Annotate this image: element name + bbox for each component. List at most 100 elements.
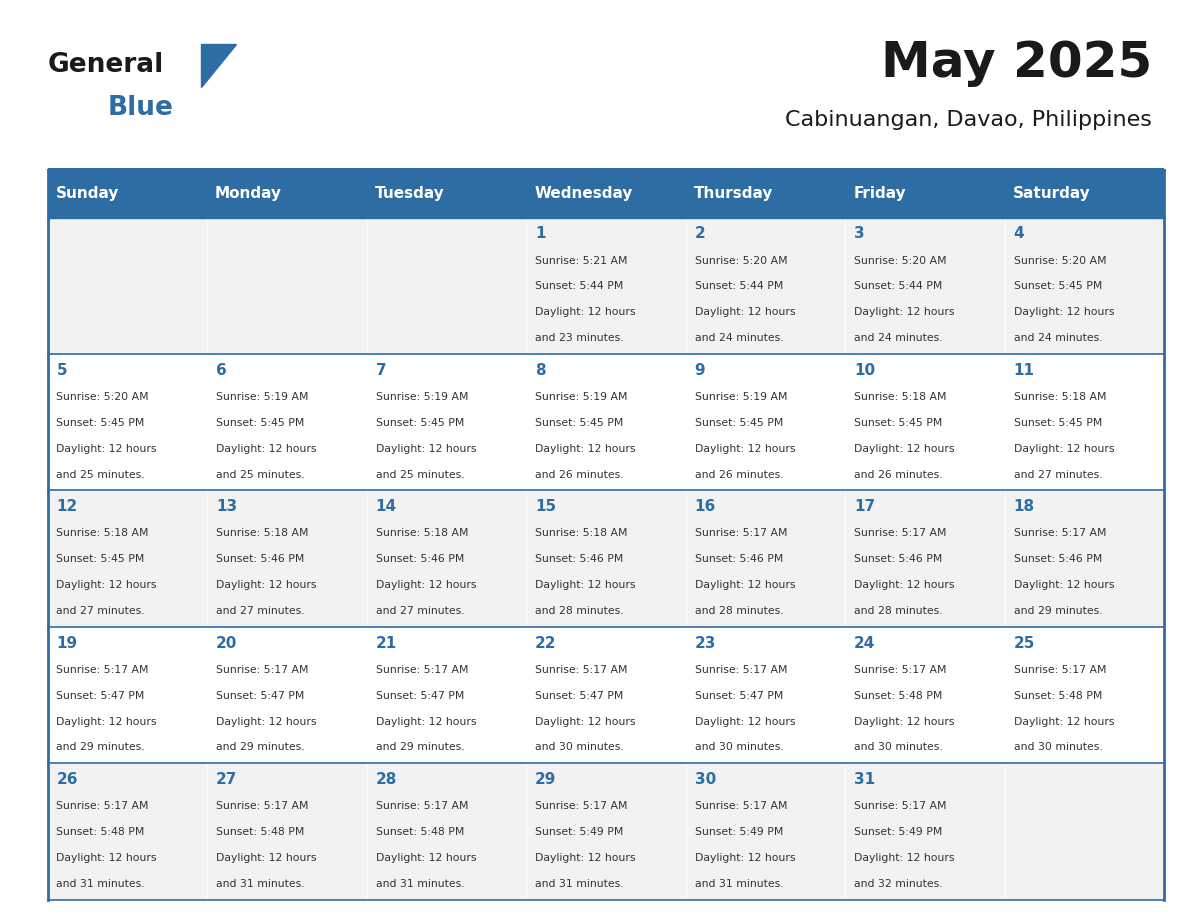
Text: Daylight: 12 hours: Daylight: 12 hours bbox=[695, 308, 795, 318]
Text: Daylight: 12 hours: Daylight: 12 hours bbox=[535, 853, 636, 863]
Text: 9: 9 bbox=[695, 363, 706, 377]
Text: and 31 minutes.: and 31 minutes. bbox=[375, 879, 465, 889]
Text: Sunset: 5:44 PM: Sunset: 5:44 PM bbox=[695, 282, 783, 291]
Text: Sunrise: 5:19 AM: Sunrise: 5:19 AM bbox=[535, 392, 627, 402]
Text: Daylight: 12 hours: Daylight: 12 hours bbox=[1013, 443, 1114, 453]
Text: and 30 minutes.: and 30 minutes. bbox=[535, 743, 624, 753]
FancyBboxPatch shape bbox=[207, 627, 367, 763]
Text: Sunrise: 5:18 AM: Sunrise: 5:18 AM bbox=[854, 392, 947, 402]
Text: Daylight: 12 hours: Daylight: 12 hours bbox=[57, 443, 157, 453]
Text: Daylight: 12 hours: Daylight: 12 hours bbox=[375, 853, 476, 863]
Text: 13: 13 bbox=[216, 499, 238, 514]
Text: and 25 minutes.: and 25 minutes. bbox=[57, 470, 145, 479]
Text: Daylight: 12 hours: Daylight: 12 hours bbox=[216, 580, 316, 590]
FancyBboxPatch shape bbox=[367, 763, 526, 900]
Text: Sunset: 5:45 PM: Sunset: 5:45 PM bbox=[57, 418, 145, 428]
Text: Daylight: 12 hours: Daylight: 12 hours bbox=[1013, 717, 1114, 726]
Text: Sunrise: 5:17 AM: Sunrise: 5:17 AM bbox=[695, 801, 788, 812]
FancyBboxPatch shape bbox=[526, 354, 685, 490]
Text: 18: 18 bbox=[1013, 499, 1035, 514]
Text: Sunset: 5:47 PM: Sunset: 5:47 PM bbox=[375, 690, 463, 700]
Text: Sunrise: 5:17 AM: Sunrise: 5:17 AM bbox=[535, 801, 627, 812]
Text: and 32 minutes.: and 32 minutes. bbox=[854, 879, 943, 889]
Text: Sunrise: 5:17 AM: Sunrise: 5:17 AM bbox=[695, 665, 788, 675]
Text: Sunset: 5:45 PM: Sunset: 5:45 PM bbox=[695, 418, 783, 428]
Text: 26: 26 bbox=[57, 772, 78, 787]
Text: Sunset: 5:45 PM: Sunset: 5:45 PM bbox=[1013, 282, 1102, 291]
Text: Wednesday: Wednesday bbox=[535, 186, 632, 201]
Text: 21: 21 bbox=[375, 635, 397, 651]
Text: and 25 minutes.: and 25 minutes. bbox=[375, 470, 465, 479]
Text: 22: 22 bbox=[535, 635, 556, 651]
FancyBboxPatch shape bbox=[48, 627, 207, 763]
Text: Sunrise: 5:20 AM: Sunrise: 5:20 AM bbox=[695, 255, 788, 265]
Text: 4: 4 bbox=[1013, 227, 1024, 241]
Text: Sunset: 5:47 PM: Sunset: 5:47 PM bbox=[216, 690, 304, 700]
Text: 29: 29 bbox=[535, 772, 556, 787]
Text: Daylight: 12 hours: Daylight: 12 hours bbox=[57, 717, 157, 726]
Text: and 25 minutes.: and 25 minutes. bbox=[216, 470, 304, 479]
Text: Saturday: Saturday bbox=[1012, 186, 1091, 201]
Text: Sunrise: 5:18 AM: Sunrise: 5:18 AM bbox=[1013, 392, 1106, 402]
Text: 16: 16 bbox=[695, 499, 716, 514]
Text: Daylight: 12 hours: Daylight: 12 hours bbox=[216, 443, 316, 453]
Text: Cabinuangan, Davao, Philippines: Cabinuangan, Davao, Philippines bbox=[785, 110, 1152, 130]
FancyBboxPatch shape bbox=[207, 490, 367, 627]
Text: Daylight: 12 hours: Daylight: 12 hours bbox=[216, 717, 316, 726]
Text: and 30 minutes.: and 30 minutes. bbox=[1013, 743, 1102, 753]
Text: Daylight: 12 hours: Daylight: 12 hours bbox=[854, 853, 955, 863]
Text: and 24 minutes.: and 24 minutes. bbox=[695, 333, 783, 343]
Text: Daylight: 12 hours: Daylight: 12 hours bbox=[57, 853, 157, 863]
Text: and 30 minutes.: and 30 minutes. bbox=[854, 743, 943, 753]
FancyBboxPatch shape bbox=[1005, 170, 1164, 218]
Text: Daylight: 12 hours: Daylight: 12 hours bbox=[695, 443, 795, 453]
Text: Daylight: 12 hours: Daylight: 12 hours bbox=[375, 443, 476, 453]
FancyBboxPatch shape bbox=[845, 763, 1005, 900]
Text: 6: 6 bbox=[216, 363, 227, 377]
Text: Sunrise: 5:17 AM: Sunrise: 5:17 AM bbox=[1013, 529, 1106, 538]
Text: Sunset: 5:45 PM: Sunset: 5:45 PM bbox=[535, 418, 624, 428]
Text: Daylight: 12 hours: Daylight: 12 hours bbox=[695, 580, 795, 590]
Text: Sunrise: 5:17 AM: Sunrise: 5:17 AM bbox=[854, 665, 947, 675]
Text: 2: 2 bbox=[695, 227, 706, 241]
Text: Daylight: 12 hours: Daylight: 12 hours bbox=[854, 717, 955, 726]
Text: and 29 minutes.: and 29 minutes. bbox=[1013, 606, 1102, 616]
FancyBboxPatch shape bbox=[526, 218, 685, 354]
Text: and 26 minutes.: and 26 minutes. bbox=[695, 470, 783, 479]
Text: 7: 7 bbox=[375, 363, 386, 377]
FancyBboxPatch shape bbox=[845, 170, 1005, 218]
Text: Daylight: 12 hours: Daylight: 12 hours bbox=[375, 580, 476, 590]
Text: Sunset: 5:46 PM: Sunset: 5:46 PM bbox=[535, 554, 624, 565]
FancyBboxPatch shape bbox=[367, 354, 526, 490]
Text: Daylight: 12 hours: Daylight: 12 hours bbox=[854, 443, 955, 453]
Text: Daylight: 12 hours: Daylight: 12 hours bbox=[1013, 308, 1114, 318]
Text: Sunset: 5:48 PM: Sunset: 5:48 PM bbox=[1013, 690, 1102, 700]
Text: Sunset: 5:49 PM: Sunset: 5:49 PM bbox=[854, 827, 942, 837]
Text: Sunset: 5:46 PM: Sunset: 5:46 PM bbox=[1013, 554, 1102, 565]
FancyBboxPatch shape bbox=[526, 490, 685, 627]
Text: Daylight: 12 hours: Daylight: 12 hours bbox=[535, 443, 636, 453]
FancyBboxPatch shape bbox=[48, 763, 207, 900]
Text: Daylight: 12 hours: Daylight: 12 hours bbox=[375, 717, 476, 726]
FancyBboxPatch shape bbox=[845, 627, 1005, 763]
FancyBboxPatch shape bbox=[48, 168, 1164, 174]
Text: Sunset: 5:44 PM: Sunset: 5:44 PM bbox=[854, 282, 942, 291]
Text: Sunrise: 5:17 AM: Sunrise: 5:17 AM bbox=[854, 801, 947, 812]
Text: and 24 minutes.: and 24 minutes. bbox=[854, 333, 943, 343]
Text: and 23 minutes.: and 23 minutes. bbox=[535, 333, 624, 343]
Text: Daylight: 12 hours: Daylight: 12 hours bbox=[535, 580, 636, 590]
Text: 27: 27 bbox=[216, 772, 238, 787]
Text: and 28 minutes.: and 28 minutes. bbox=[535, 606, 624, 616]
Text: Sunrise: 5:17 AM: Sunrise: 5:17 AM bbox=[1013, 665, 1106, 675]
FancyBboxPatch shape bbox=[367, 490, 526, 627]
FancyBboxPatch shape bbox=[685, 354, 845, 490]
Text: Sunset: 5:48 PM: Sunset: 5:48 PM bbox=[854, 690, 942, 700]
Text: Sunset: 5:48 PM: Sunset: 5:48 PM bbox=[216, 827, 304, 837]
Text: Sunrise: 5:19 AM: Sunrise: 5:19 AM bbox=[695, 392, 788, 402]
Text: Sunrise: 5:17 AM: Sunrise: 5:17 AM bbox=[57, 665, 148, 675]
Text: 19: 19 bbox=[57, 635, 77, 651]
FancyBboxPatch shape bbox=[526, 763, 685, 900]
Text: Sunrise: 5:18 AM: Sunrise: 5:18 AM bbox=[535, 529, 627, 538]
Text: and 27 minutes.: and 27 minutes. bbox=[375, 606, 465, 616]
Text: 14: 14 bbox=[375, 499, 397, 514]
